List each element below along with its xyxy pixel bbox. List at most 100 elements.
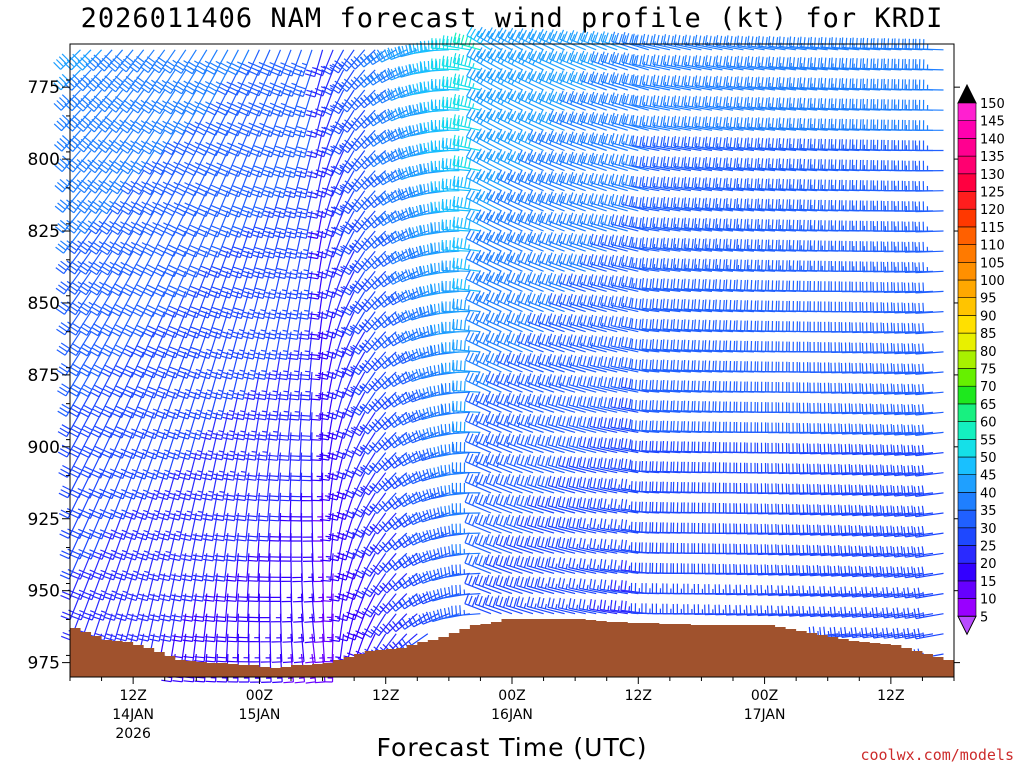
wind-barb (694, 319, 723, 333)
wind-barb (271, 89, 292, 117)
wind-barb (74, 49, 103, 71)
wind-barb (361, 532, 387, 557)
wind-barb (218, 210, 239, 238)
wind-barb (357, 109, 387, 129)
wind-barb (568, 415, 597, 433)
wind-barb (138, 613, 155, 642)
wind-barb (704, 218, 734, 232)
wind-barb (198, 271, 218, 299)
wind-barb (58, 492, 82, 519)
wind-barb (151, 129, 176, 155)
wind-barb (475, 249, 502, 272)
wind-barb (82, 573, 103, 601)
wind-barb (476, 107, 502, 131)
wind-barb (631, 94, 660, 111)
wind-barb (452, 134, 481, 152)
wind-barb (526, 454, 555, 474)
colorbar-label: 60 (980, 416, 997, 431)
wind-barb (173, 89, 197, 115)
wind-barb (221, 351, 239, 380)
wind-barb (429, 364, 460, 377)
wind-barb (507, 27, 534, 51)
wind-barb (630, 318, 660, 333)
wind-barb (652, 33, 681, 51)
wind-barb (474, 594, 502, 615)
wind-barb (273, 190, 292, 219)
wind-barb (704, 55, 734, 71)
wind-barb (79, 432, 103, 459)
wind-barb (156, 391, 176, 420)
wind-barb (419, 142, 449, 154)
wind-barb (548, 90, 576, 111)
wind-barb (673, 54, 702, 71)
wind-barb (351, 472, 376, 498)
wind-barb (537, 353, 565, 373)
wind-barb (778, 56, 807, 71)
wind-barb (746, 76, 776, 91)
y-tick-label: 850 (28, 294, 60, 314)
wind-barb (307, 190, 324, 219)
wind-barb (662, 196, 691, 212)
wind-barb (124, 452, 145, 480)
wind-barb (288, 392, 303, 421)
wind-barb (517, 190, 544, 212)
wind-barb (441, 321, 470, 333)
wind-barb (137, 573, 155, 602)
wind-barb (914, 343, 944, 355)
wind-barb (441, 362, 470, 374)
wind-barb (314, 150, 334, 178)
colorbar-label: 10 (980, 593, 997, 608)
wind-barb (527, 251, 555, 272)
wind-barb (93, 593, 113, 621)
wind-barb (419, 40, 449, 52)
wind-barb (485, 493, 513, 514)
wind-barb (683, 176, 713, 192)
wind-barb (484, 594, 513, 615)
wind-barb (214, 533, 229, 562)
wind-barb (851, 220, 881, 232)
wind-barb (464, 594, 492, 615)
wind-barb (516, 494, 544, 514)
wind-barb (191, 492, 208, 521)
credit-link[interactable]: coolwx.com/models (860, 746, 1014, 764)
wind-barb (175, 210, 197, 237)
wind-barb (568, 293, 597, 313)
wind-barb (694, 75, 723, 91)
wind-barb (558, 415, 586, 433)
wind-barb (313, 109, 334, 138)
colorbar-swatch (957, 438, 977, 458)
wind-barb (767, 178, 797, 192)
wind-barb (621, 113, 649, 131)
wind-barb (158, 512, 176, 541)
wind-barb (430, 201, 460, 213)
wind-barb (767, 198, 797, 212)
wind-barb (287, 331, 303, 361)
wind-barb (466, 26, 492, 51)
wind-barb (600, 254, 628, 272)
wind-barb (228, 109, 250, 137)
wind-barb (589, 436, 618, 454)
wind-barb (224, 492, 239, 522)
colorbar-swatch (957, 173, 977, 192)
wind-barb (227, 69, 250, 96)
wind-barb (357, 150, 387, 170)
wind-barb (757, 198, 786, 212)
wind-barb (78, 351, 103, 377)
wind-barb (485, 513, 513, 534)
wind-barb (294, 110, 313, 138)
wind-barb (225, 553, 239, 582)
wind-barb (57, 391, 82, 417)
wind-barb (185, 150, 208, 177)
wind-barb (672, 502, 702, 514)
wind-barb (704, 238, 734, 252)
wind-barb (820, 36, 849, 51)
wind-barb (175, 250, 197, 278)
wind-barb (672, 319, 702, 333)
wind-barb (715, 238, 744, 252)
wind-barb (527, 332, 555, 353)
wind-barb (725, 218, 755, 232)
wind-barb (199, 331, 218, 359)
wind-barb (486, 108, 513, 131)
wind-barb (328, 553, 345, 582)
wind-barb (80, 492, 103, 520)
